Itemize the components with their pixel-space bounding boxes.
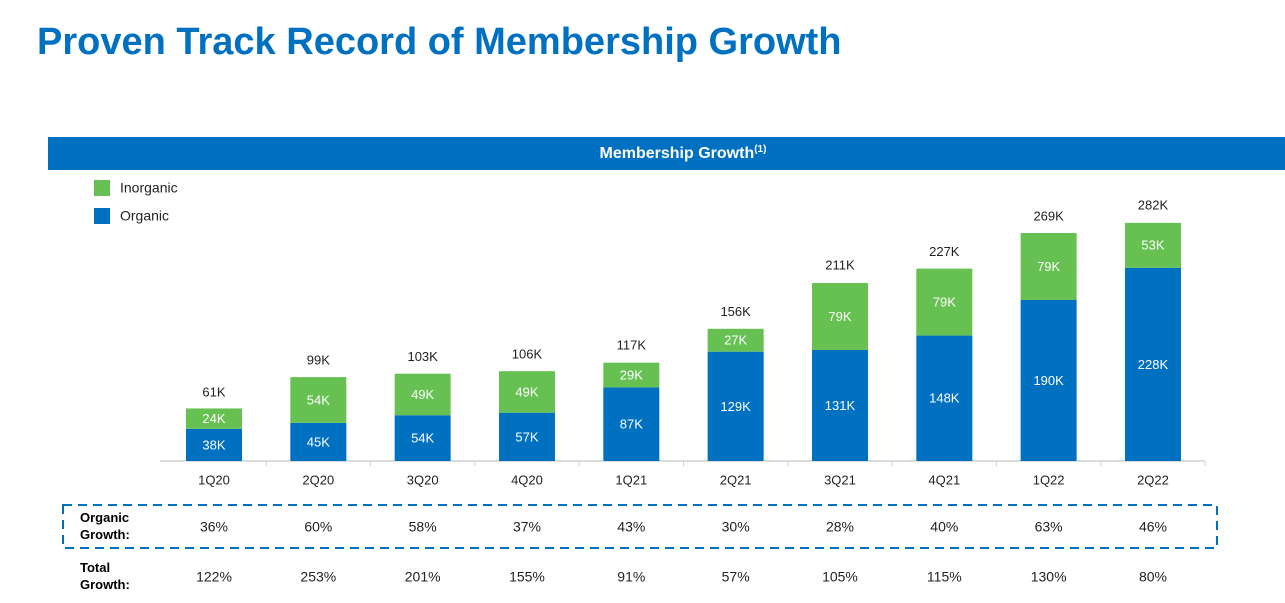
row-value: 43% bbox=[617, 519, 645, 535]
data-label: 129K bbox=[720, 399, 751, 414]
row-value: 122% bbox=[196, 569, 232, 585]
data-label: 27K bbox=[724, 333, 747, 348]
row-value: 60% bbox=[304, 519, 332, 535]
x-tick-label: 1Q20 bbox=[198, 472, 230, 487]
total-label: 156K bbox=[720, 304, 751, 319]
data-label: 228K bbox=[1138, 357, 1169, 372]
data-label: 54K bbox=[411, 431, 434, 446]
data-label: 24K bbox=[202, 411, 225, 426]
x-tick-label: 2Q22 bbox=[1137, 472, 1169, 487]
row-value: 130% bbox=[1031, 569, 1067, 585]
total-label: 269K bbox=[1033, 208, 1064, 223]
row-value: 253% bbox=[300, 569, 336, 585]
row-value: 30% bbox=[722, 519, 750, 535]
row-label: Organic Growth: bbox=[80, 510, 130, 542]
data-label: 148K bbox=[929, 391, 960, 406]
legend-label: Organic bbox=[120, 208, 169, 224]
row-value: 57% bbox=[722, 569, 750, 585]
data-label: 79K bbox=[1037, 259, 1060, 274]
row-value: 63% bbox=[1035, 519, 1063, 535]
row-value: 115% bbox=[927, 569, 962, 585]
row-label-box: Organic Growth: bbox=[80, 510, 130, 542]
x-tick-label: 4Q21 bbox=[928, 472, 960, 487]
bar-segment bbox=[1124, 267, 1181, 461]
data-label: 57K bbox=[515, 429, 538, 444]
chart-title: Proven Track Record of Membership Growth bbox=[37, 21, 842, 63]
bar-segment bbox=[498, 371, 555, 413]
bar-segment bbox=[916, 335, 973, 461]
total-label: 61K bbox=[202, 385, 225, 400]
x-tick-label: 3Q21 bbox=[824, 472, 856, 487]
row-label: Total Growth: bbox=[80, 560, 130, 592]
bar-segment bbox=[186, 408, 242, 429]
row-value: 58% bbox=[409, 519, 437, 535]
legend-swatch bbox=[94, 180, 110, 196]
row-value: 155% bbox=[509, 569, 545, 585]
x-tick-label: 2Q20 bbox=[302, 472, 334, 487]
total-label: 211K bbox=[825, 258, 855, 273]
bar-segment bbox=[1020, 299, 1077, 461]
x-tick-label: 3Q20 bbox=[407, 472, 439, 487]
banner bbox=[48, 137, 1285, 170]
bar-segment bbox=[811, 349, 868, 461]
data-label: 54K bbox=[307, 392, 330, 407]
chart-subtitle: Membership Growth(1) bbox=[600, 144, 767, 163]
data-label: 87K bbox=[620, 417, 643, 432]
data-label: 49K bbox=[411, 387, 434, 402]
bar-segment bbox=[290, 422, 347, 461]
total-label: 106K bbox=[512, 347, 543, 362]
data-label: 190K bbox=[1033, 373, 1064, 388]
row-value: 91% bbox=[617, 569, 645, 585]
x-tick-label: 1Q21 bbox=[615, 472, 647, 487]
row-value: 37% bbox=[513, 519, 541, 535]
data-label: 38K bbox=[202, 437, 225, 452]
row-value: 40% bbox=[930, 519, 958, 535]
x-tick-label: 2Q21 bbox=[720, 472, 752, 487]
data-label: 79K bbox=[828, 309, 851, 324]
total-label: 282K bbox=[1138, 197, 1169, 212]
row-value: 36% bbox=[200, 519, 228, 535]
bar-segment bbox=[707, 351, 764, 461]
bar-segment bbox=[707, 328, 764, 352]
total-label: 227K bbox=[929, 244, 960, 259]
bar-segment bbox=[290, 377, 347, 423]
data-label: 79K bbox=[933, 295, 956, 310]
bar-segment bbox=[394, 415, 451, 461]
data-label: 53K bbox=[1141, 238, 1164, 253]
subtitle-text: Membership Growth bbox=[600, 145, 755, 162]
bar-segment bbox=[186, 428, 242, 461]
legend-swatch bbox=[94, 208, 110, 224]
data-label: 45K bbox=[307, 434, 330, 449]
x-tick-label: 4Q20 bbox=[511, 472, 543, 487]
x-tick-label: 1Q22 bbox=[1033, 472, 1065, 487]
row-label-box: Total Growth: bbox=[80, 560, 130, 592]
row-value: 105% bbox=[822, 569, 858, 585]
highlight-box bbox=[62, 504, 1218, 549]
bar-segment bbox=[394, 373, 451, 416]
bar-segment bbox=[603, 362, 660, 388]
bar-segment bbox=[1124, 222, 1181, 268]
row-value: 201% bbox=[405, 569, 441, 585]
footnote-marker: (1) bbox=[754, 144, 766, 155]
total-label: 103K bbox=[407, 349, 438, 364]
data-label: 131K bbox=[825, 398, 856, 413]
row-value: 80% bbox=[1139, 569, 1167, 585]
total-label: 99K bbox=[307, 353, 330, 368]
bar-segment bbox=[811, 283, 868, 350]
data-label: 49K bbox=[515, 384, 538, 399]
row-value: 28% bbox=[826, 519, 854, 535]
bar-segment bbox=[916, 268, 973, 336]
bar-segment bbox=[498, 412, 555, 461]
row-value: 46% bbox=[1139, 519, 1167, 535]
bar-segment bbox=[603, 387, 660, 461]
bar-segment bbox=[1020, 233, 1077, 300]
data-label: 29K bbox=[620, 367, 643, 382]
legend-label: Inorganic bbox=[120, 180, 178, 196]
total-label: 117K bbox=[617, 337, 647, 352]
